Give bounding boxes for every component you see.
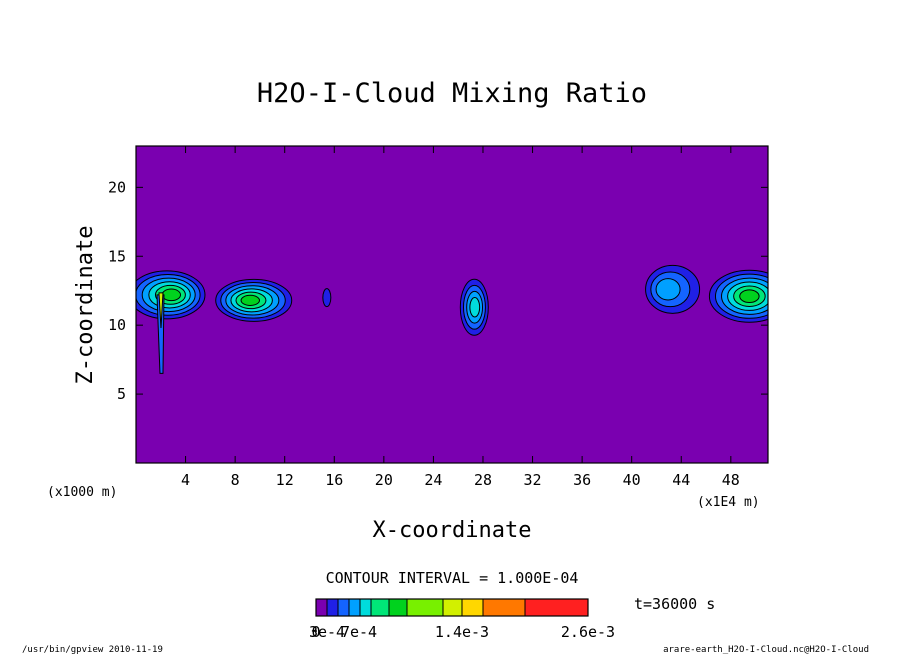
contour-level-1 — [322, 288, 332, 308]
x-tick-label: 4 — [181, 471, 190, 489]
colorbar-frame — [315, 598, 589, 617]
contour-level-4 — [469, 297, 481, 318]
chart-title: H2O-I-Cloud Mixing Ratio — [257, 78, 647, 109]
footer-left: /usr/bin/gpview 2010-11-19 — [22, 645, 163, 654]
colorbar-swatch — [461, 598, 484, 617]
footer-right: arare-earth_H2O-I-Cloud.nc@H2O-I-Cloud — [663, 645, 869, 654]
x-scale-label: (x1E4 m) — [697, 495, 760, 510]
y-axis: 5 10 15 20 — [108, 178, 768, 403]
colorbar — [315, 598, 589, 617]
x-tick-label: 20 — [375, 471, 393, 489]
y-tick-label: 20 — [108, 178, 126, 196]
x-tick-label: 32 — [524, 471, 542, 489]
cloud-feature — [215, 278, 293, 322]
colorbar-swatch — [315, 598, 328, 617]
x-axis: 4 8 12 16 20 24 28 32 36 40 44 48 — [181, 146, 740, 489]
colorbar-swatch — [337, 598, 350, 617]
colorbar-swatch — [359, 598, 372, 617]
colorbar-swatch — [370, 598, 390, 617]
colorbar-swatch — [388, 598, 408, 617]
contour-fills — [136, 264, 768, 374]
x-tick-label: 28 — [474, 471, 492, 489]
plot-frame — [135, 145, 769, 464]
colorbar-label: 3e-4 — [309, 623, 345, 641]
x-axis-label: X-coordinate — [373, 518, 532, 543]
x-tick-label: 48 — [722, 471, 740, 489]
contour-level-6 — [240, 294, 260, 306]
y-tick-label: 15 — [108, 247, 126, 265]
cloud-feature — [136, 270, 206, 374]
colorbar-label: 2.6e-3 — [561, 623, 615, 641]
contour-level-6 — [161, 288, 182, 302]
x-tick-label: 16 — [325, 471, 343, 489]
x-tick-label: 44 — [672, 471, 690, 489]
x-tick-label: 36 — [573, 471, 591, 489]
y-tick-label: 5 — [117, 385, 126, 403]
cloud-feature — [459, 278, 489, 336]
time-label: t=36000 s — [634, 595, 715, 613]
colorbar-label: 1.4e-3 — [435, 623, 489, 641]
x-tick-label: 8 — [231, 471, 240, 489]
colorbar-label: 0 — [311, 623, 320, 641]
x-unit-label: (x1000 m) — [47, 485, 117, 500]
colorbar-labels: 03e-47e-4 1.4e-3 2.6e-3 — [309, 623, 615, 641]
x-tick-label: 24 — [424, 471, 442, 489]
cloud-feature — [322, 288, 332, 308]
contour-level-3 — [655, 278, 681, 301]
cloud-feature — [645, 264, 701, 314]
contour-interval-label: CONTOUR INTERVAL = 1.000E-04 — [326, 569, 579, 587]
colorbar-label: 7e-4 — [341, 623, 377, 641]
y-tick-label: 10 — [108, 316, 126, 334]
colorbar-swatch — [524, 598, 589, 617]
x-tick-label: 12 — [276, 471, 294, 489]
cloud-feature — [708, 269, 768, 323]
colorbar-swatch — [442, 598, 463, 617]
cloud-tail-core — [158, 292, 164, 328]
contour-level-6 — [739, 289, 760, 304]
y-axis-label: Z-coordinate — [73, 226, 98, 385]
colorbar-swatch — [348, 598, 361, 617]
x-tick-label: 40 — [623, 471, 641, 489]
colorbar-swatch — [482, 598, 526, 617]
colorbar-swatch — [406, 598, 444, 617]
colorbar-swatch — [326, 598, 339, 617]
